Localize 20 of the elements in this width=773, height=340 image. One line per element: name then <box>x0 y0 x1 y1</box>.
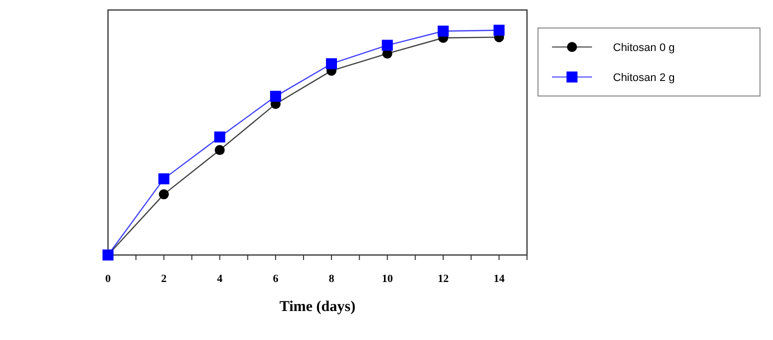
point <box>158 189 169 200</box>
x-tick-label: 12 <box>438 273 450 285</box>
point <box>270 90 282 102</box>
x-tick-label: 8 <box>328 273 335 285</box>
x-tick-label: 6 <box>272 273 279 285</box>
point <box>214 145 225 156</box>
x-tick-label: 4 <box>216 273 223 285</box>
legend-label: Chitosan 0 g <box>613 42 675 54</box>
x-tick-label: 0 <box>105 273 112 285</box>
point <box>494 24 505 36</box>
point <box>214 131 226 142</box>
x-tick-label: 14 <box>494 273 506 285</box>
x-axis-title: Time (days) <box>280 299 356 315</box>
x-tick-label: 2 <box>161 273 168 285</box>
point <box>438 26 449 37</box>
point <box>382 40 393 51</box>
x-tick-label: 10 <box>382 273 394 285</box>
point <box>158 173 170 184</box>
legend-label: Chitosan 2 g <box>613 72 675 84</box>
point <box>326 58 337 70</box>
